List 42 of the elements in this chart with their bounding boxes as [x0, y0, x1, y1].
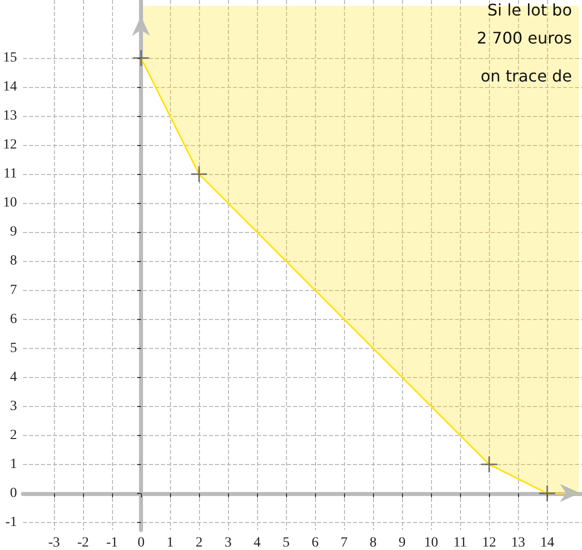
y-tick-label: 10 [3, 196, 17, 211]
x-tick-label: 2 [196, 536, 203, 550]
y-tick-label: 0 [10, 486, 17, 501]
y-tick-label: 8 [10, 254, 17, 269]
x-tick-label: 0 [138, 536, 145, 550]
y-tick-label: 13 [3, 108, 17, 124]
x-tick-label: 8 [370, 536, 377, 550]
x-tick-label: 11 [453, 536, 467, 550]
x-tick-label: 14 [540, 536, 554, 550]
x-tick-label: 7 [340, 536, 348, 550]
y-tick-label: -1 [5, 514, 17, 530]
point [190, 165, 208, 183]
x-tick-label: 12 [482, 536, 496, 550]
y-tick-label: 9 [10, 224, 17, 240]
annotation: Si le lot bo [487, 0, 572, 20]
point [480, 456, 498, 474]
y-tick-label: 5 [10, 340, 17, 356]
x-tick-label: 3 [224, 536, 232, 550]
y-tick-label: 4 [10, 370, 17, 385]
y-tick-label: 7 [10, 282, 17, 298]
y-tick-label: 6 [10, 312, 17, 327]
x-tick-label: -3 [48, 536, 60, 550]
point [132, 49, 150, 67]
x-tick-label: 4 [254, 536, 261, 550]
x-tick-label: 6 [312, 536, 319, 550]
y-tick-label: 3 [10, 398, 17, 414]
x-tick-label: -2 [77, 536, 89, 550]
y-tick-label: 12 [3, 138, 17, 153]
x-tick-label: 1 [166, 536, 174, 550]
x-tick-label: -1 [106, 536, 118, 550]
x-tick-label: 5 [282, 536, 290, 550]
x-tick-label: 13 [511, 536, 526, 550]
point [538, 484, 556, 502]
x-tick-label: 10 [424, 536, 438, 550]
x-tick-label: 9 [398, 536, 406, 550]
y-tick-label: 2 [10, 428, 17, 443]
annotation: on trace de [480, 66, 572, 86]
y-tick-label: 14 [3, 80, 17, 95]
y-tick-label: 11 [4, 166, 17, 182]
annotation: 2 700 euros [476, 28, 572, 48]
y-tick-label: 15 [3, 50, 17, 66]
y-tick-label: 1 [10, 456, 17, 472]
